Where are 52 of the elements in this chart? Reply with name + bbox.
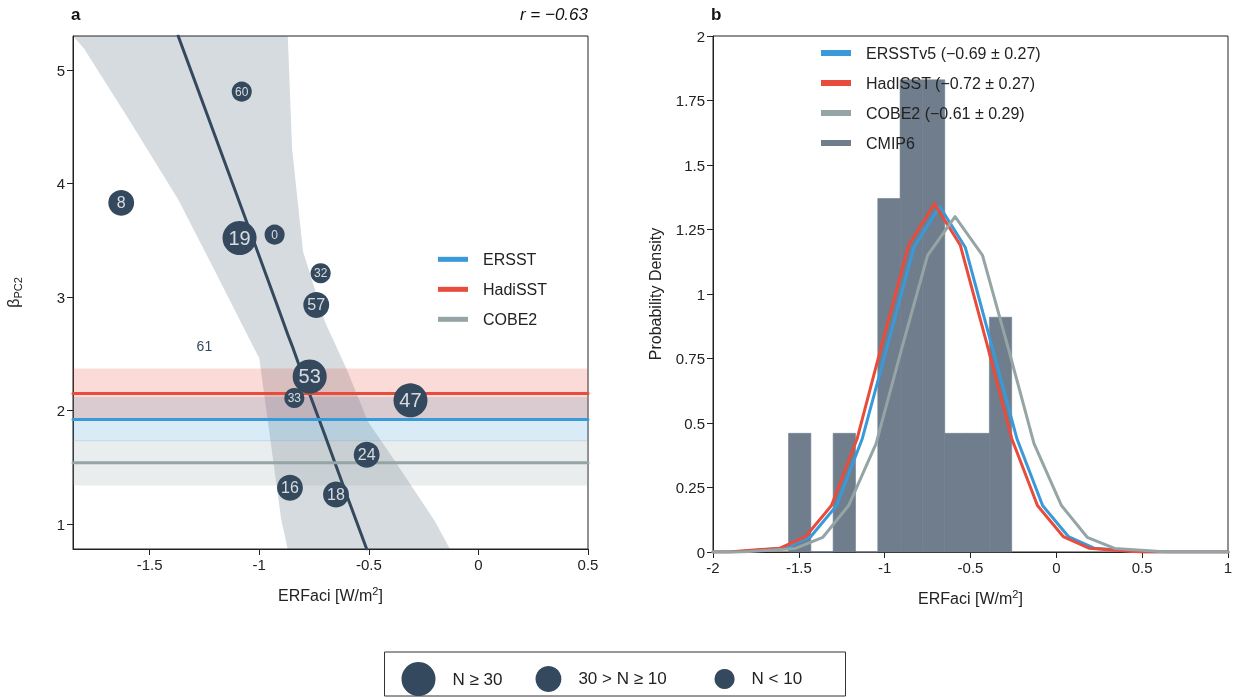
legend-label: HadISST (−0.72 ± 0.27) [866,74,1036,92]
annotation: 61 [196,337,213,354]
legend-label: HadiSST [483,280,548,298]
legend-label: ERSST [483,250,537,268]
x-tick-label: 0.5 [1131,559,1153,576]
y-tick-label: 1.75 [675,92,705,109]
annotation: 8 [116,194,126,212]
legend-label: 30 > N ≥ 10 [578,669,667,689]
chart-title: a [71,5,81,24]
annotation: 53 [298,365,321,388]
y-axis-title: βPC2 [4,277,24,308]
annotation: 57 [307,296,326,314]
y-tick-label: 0 [696,543,705,561]
chart-title: b [711,5,722,24]
annotation: 33 [287,391,302,406]
annotation: 16 [281,479,299,497]
legend-label: COBE2 [483,310,538,328]
legend-label: N ≥ 30 [452,669,503,689]
y-tick-label: 0.75 [675,350,705,367]
x-tick-label: -0.5 [355,556,382,573]
x-tick-label: 1 [1223,559,1233,576]
annotation: 60 [235,84,249,99]
legend-label: N < 10 [751,669,803,689]
x-tick-label: -1.5 [136,556,163,573]
x-tick-label: -2 [706,559,720,576]
y-tick-label: 3 [56,288,65,306]
annotation: 19 [228,227,251,250]
y-tick-label: 1.25 [675,221,705,238]
text: r = −0.63 [519,5,589,24]
y-axis-title: Probability Density [646,227,664,361]
annotation: 0 [271,227,279,242]
annotation: 47 [399,389,422,412]
x-tick-label: -1 [877,559,892,576]
x-tick-label: 0 [1052,559,1061,576]
y-tick-label: 1 [56,515,65,533]
y-tick-label: 0.5 [684,414,705,432]
annotation: 32 [313,266,328,281]
legend-label: ERSSTv5 (−0.69 ± 0.27) [866,44,1041,62]
y-tick-label: 2 [696,27,705,45]
y-tick-label: 4 [56,175,65,193]
x-tick-label: 0.5 [577,556,599,573]
y-tick-label: 2 [56,402,65,420]
y-tick-label: 1 [696,285,705,303]
annotation: 24 [357,446,376,464]
x-tick-label: -1 [252,556,266,573]
x-tick-label: 0 [474,556,483,573]
y-tick-label: 1.5 [684,156,705,174]
x-tick-label: -0.5 [957,559,984,576]
annotation: 18 [327,486,345,504]
x-tick-label: -1.5 [785,559,812,576]
y-tick-label: 5 [56,61,65,79]
y-tick-label: 0.25 [675,479,705,496]
